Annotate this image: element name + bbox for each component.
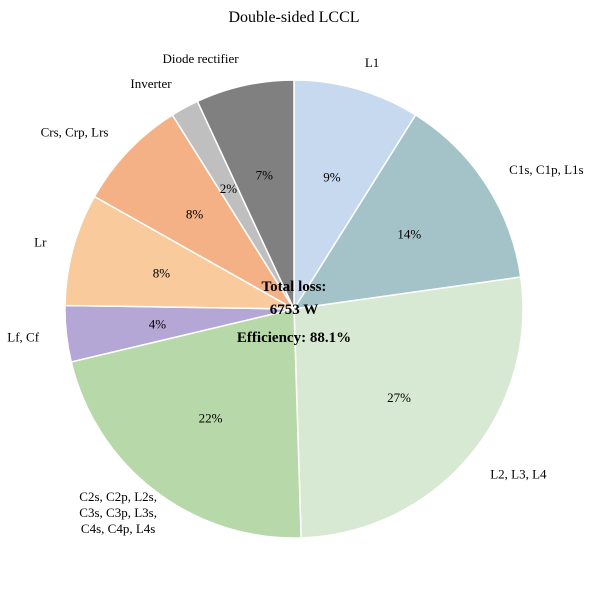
category-label-l1: L1: [365, 55, 379, 70]
center-total-label: Total loss:: [262, 279, 327, 295]
pie-slice-l1: [293, 79, 417, 310]
category-label-inverter: Inverter: [130, 76, 172, 91]
category-label-c2s-c2p-l2s-c3s-c3p-l3s-c4s-c4p-l4s: C2s, C2p, L2s, C3s, C3p, L3s, C4s, C4p, L4…: [79, 489, 157, 536]
pie-slice-diode-rectifier: [196, 79, 295, 310]
category-label-l2-l3-l4: L2, L3, L4: [490, 467, 547, 482]
category-label-c1s-c1p-l1s: C1s, C1p, L1s: [509, 162, 583, 177]
percent-label-c1s-c1p-l1s: 14%: [397, 227, 421, 242]
percent-label-l2-l3-l4: 27%: [387, 390, 411, 405]
percent-label-lf-cf: 4%: [149, 316, 167, 331]
percent-label-inverter: 2%: [220, 181, 238, 196]
chart-title: Double-sided LCCL: [228, 9, 359, 26]
pie-slice-c1s-c1p-l1s: [293, 114, 522, 310]
pie-slice-l2-l3-l4: [293, 276, 524, 539]
percent-label-l1: 9%: [323, 169, 341, 184]
percent-label-lr: 8%: [153, 266, 171, 281]
pie-slice-lr: [64, 195, 295, 310]
category-label-lf-cf: Lf, Cf: [7, 329, 39, 344]
percent-label-diode-rectifier: 7%: [256, 167, 274, 182]
percent-label-c2s-c2p-l2s-c3s-c3p-l3s-c4s-c4p-l4s: 22%: [199, 411, 223, 426]
center-total-value: 6753 W: [270, 302, 318, 318]
category-labels: L1 C1s, C1p, L1s L2, L3, L4 C2s, C2p, L2s, C…: [7, 51, 583, 536]
center-efficiency: Efficiency: 88.1%: [237, 330, 351, 346]
pie-slice-crs-crp-lrs: [93, 114, 295, 310]
percent-label-crs-crp-lrs: 8%: [186, 207, 204, 222]
category-label-crs-crp-lrs: Crs, Crp, Lrs: [41, 124, 109, 139]
category-label-diode-rectifier: Diode rectifier: [162, 51, 239, 66]
pie-slices: [64, 79, 524, 539]
pie-slice-c2s-c2p-l2s-c3s-c3p-l3s-c4s-c4p-l4s: [70, 308, 302, 539]
percent-labels: 9% 14% 27% 22% 4% 8% 8% 2% 7%: [149, 167, 422, 425]
center-summary: Total loss: 6753 W Efficiency: 88.1%: [237, 279, 351, 346]
category-label-lr: Lr: [34, 234, 47, 249]
